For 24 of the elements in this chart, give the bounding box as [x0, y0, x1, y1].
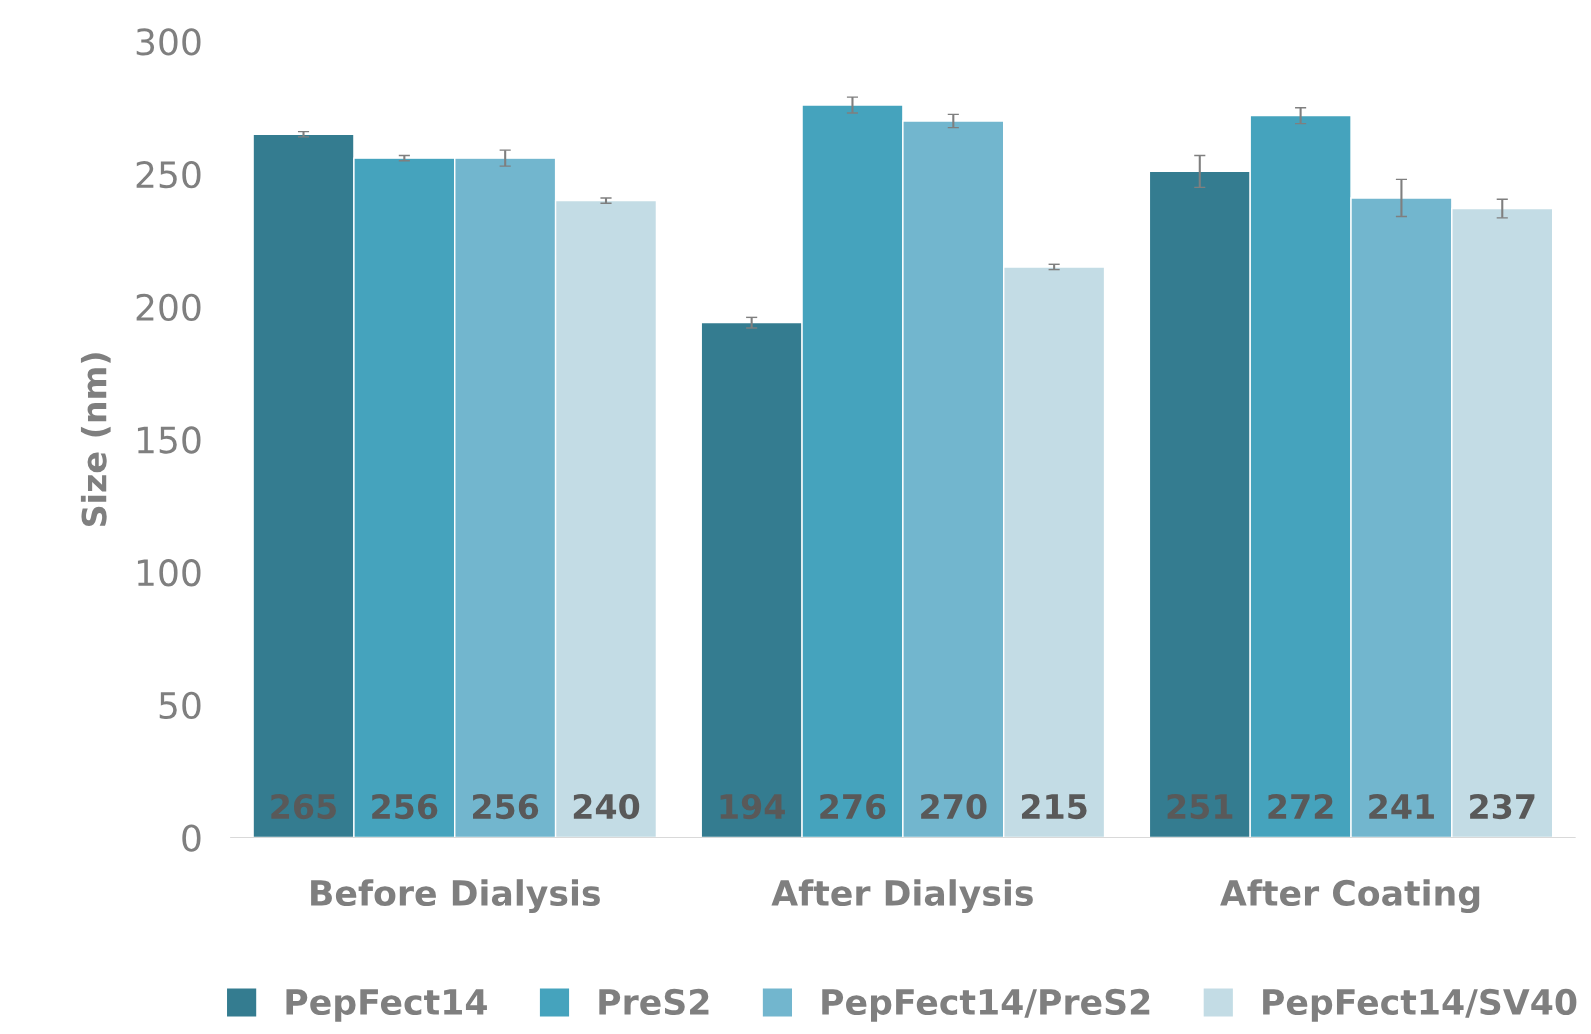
- data-label: 256: [473, 793, 539, 820]
- data-label: 276: [820, 793, 886, 820]
- y-tick-label: 150: [137, 426, 201, 454]
- y-tick-label: 50: [159, 691, 201, 720]
- y-tick-label: 200: [136, 293, 201, 321]
- data-label: 270: [921, 793, 987, 820]
- y-axis-title: Size (nm): [80, 353, 111, 527]
- data-label: 272: [1268, 793, 1333, 819]
- x-tick-label: Before Dialysis: [311, 879, 600, 914]
- data-label: 256: [372, 793, 438, 820]
- data-label: 241: [1369, 793, 1434, 819]
- x-tick-label: After Dialysis: [771, 879, 1033, 914]
- data-label: 215: [1021, 793, 1087, 820]
- y-tick-label: 0: [182, 824, 201, 852]
- legend-label: PepFect14/PreS2: [822, 988, 1150, 1022]
- data-label: 237: [1470, 793, 1535, 820]
- legend-label: PepFect14/SV40: [1263, 988, 1577, 1022]
- y-tick-label: 250: [136, 160, 201, 189]
- x-tick-label: After Coating: [1220, 879, 1480, 914]
- y-tick-label: 100: [137, 559, 201, 587]
- y-tick-label: 300: [136, 28, 201, 56]
- legend-label: PepFect14: [286, 989, 487, 1022]
- legend-label: PreS2: [599, 988, 709, 1016]
- data-label: 240: [573, 793, 640, 820]
